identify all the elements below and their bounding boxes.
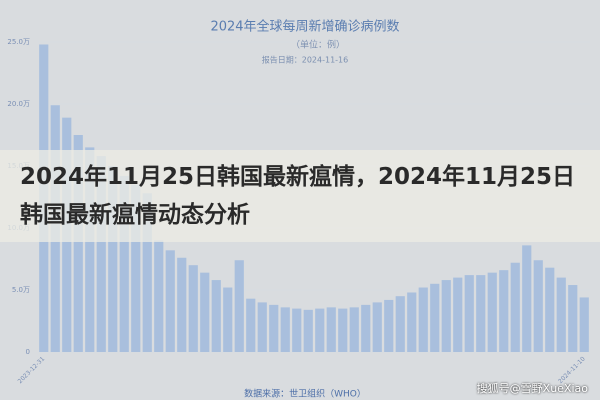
bar [464,275,474,352]
bar [510,262,520,352]
bar [280,307,290,352]
bar [430,283,440,352]
bar [407,292,417,352]
y-tick-label: 20.0万 [7,100,30,108]
bar [384,299,394,352]
bar [315,308,325,352]
y-tick-label: 0 [26,348,30,356]
bar [142,193,152,352]
bar [487,272,497,352]
bar [568,285,578,352]
bar [257,302,267,352]
bar [418,287,428,352]
bar [326,307,336,352]
headline-banner: 2024年11月25日韩国最新瘟情，2024年11月25日韩国最新瘟情动态分析 [0,150,600,242]
bar [96,156,106,352]
report-date: 报告日期：2024-11-16 [262,55,349,65]
bar [395,296,405,352]
bar [154,240,164,352]
bar [223,287,233,352]
bar [372,302,382,352]
bar [165,250,175,352]
y-tick-label: 5.0万 [12,286,30,294]
bar [234,260,244,352]
bar [177,257,187,352]
bar [545,267,555,352]
bar [453,277,463,352]
bar [200,272,210,352]
watermark: 搜狐号@雪野XueXiao [476,382,588,395]
bar [108,166,118,352]
bar [119,175,129,352]
chart-title: 2024年全球每周新增确诊病例数 [210,19,399,35]
bar [85,147,95,352]
bar [522,245,532,352]
bar [303,309,313,352]
y-tick-label: 25.0万 [7,38,30,46]
bar [533,260,543,352]
bar [188,265,198,352]
headline: 2024年11月25日韩国最新瘟情，2024年11月25日韩国最新瘟情动态分析 [20,164,576,228]
bar [349,307,359,352]
bar [73,135,83,352]
bar [269,304,279,352]
bar [246,298,256,352]
bar [579,297,589,352]
bar [131,184,141,352]
bar [361,304,371,352]
bar [476,275,486,352]
chart-subtitle: （单位：例） [291,39,345,51]
source: 数据来源：世卫组织（WHO） [244,388,366,400]
bar [441,280,451,352]
bar [338,308,348,352]
bar [211,280,221,352]
bar [292,308,302,352]
bar [556,277,566,352]
bar [499,270,509,352]
